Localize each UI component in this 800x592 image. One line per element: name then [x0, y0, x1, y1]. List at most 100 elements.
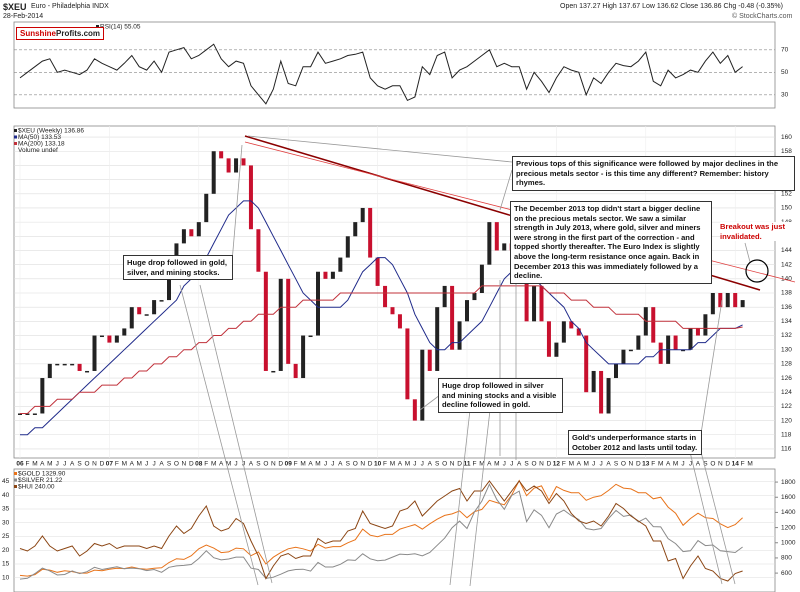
- candle: [196, 222, 201, 237]
- x-tick-label: 10: [374, 461, 382, 468]
- y2-tick-label: 1400: [781, 509, 796, 516]
- y-tick-label: 25: [2, 533, 10, 540]
- candle: [271, 370, 276, 373]
- copyright: © StockCharts.com: [732, 13, 793, 20]
- y-tick-label: 35: [2, 506, 10, 513]
- x-tick-label: N: [629, 461, 634, 468]
- y-tick-label: 142: [781, 261, 792, 268]
- candle: [405, 328, 410, 400]
- candle: [636, 335, 641, 350]
- highlight-circle: [745, 259, 769, 283]
- x-tick-label: A: [398, 461, 403, 468]
- x-tick-label: F: [651, 461, 655, 468]
- legend-entry: $HUI 240.00: [18, 484, 55, 491]
- x-tick-label: F: [562, 461, 566, 468]
- candle: [114, 335, 119, 343]
- candle: [628, 349, 633, 352]
- candle: [286, 278, 291, 364]
- x-tick-label: F: [115, 461, 119, 468]
- x-tick-label: 14: [732, 461, 740, 468]
- x-tick-label: O: [532, 461, 537, 468]
- x-tick-label: A: [577, 461, 582, 468]
- candle: [25, 413, 30, 415]
- candle: [502, 243, 507, 251]
- x-tick-label: J: [503, 461, 506, 468]
- legend-swatch: [14, 129, 17, 132]
- x-tick-label: N: [92, 461, 97, 468]
- legend-entry: MA(200) 133.18: [18, 141, 65, 148]
- candle: [99, 335, 104, 338]
- x-tick-label: J: [324, 461, 327, 468]
- x-tick-label: O: [174, 461, 179, 468]
- candle: [323, 271, 328, 279]
- instrument-name: Euro - Philadelphia INDX: [31, 3, 109, 10]
- candle: [189, 229, 194, 237]
- series-line: [20, 200, 743, 436]
- y-tick-label: 124: [781, 389, 792, 396]
- y-tick-label: 118: [781, 431, 792, 438]
- candle: [718, 293, 723, 308]
- legend-swatch: [14, 135, 17, 139]
- x-tick-label: N: [360, 461, 365, 468]
- logo-part: Profits.com: [56, 29, 101, 38]
- candle: [479, 264, 484, 293]
- x-tick-label: M: [658, 461, 663, 468]
- x-tick-label: M: [583, 461, 588, 468]
- candle: [32, 413, 37, 415]
- y-tick-label: 20: [2, 547, 10, 554]
- legend-swatch: [14, 478, 17, 482]
- candle: [129, 307, 134, 329]
- annotation: Breakout was just invalidated.: [720, 222, 796, 242]
- candle: [360, 207, 365, 223]
- x-tick-label: A: [606, 461, 611, 468]
- series-line: [20, 285, 743, 414]
- candle: [651, 307, 656, 343]
- annotation: Huge drop followed in gold, silver, and …: [123, 255, 233, 281]
- candle: [442, 285, 447, 308]
- x-tick-label: O: [353, 461, 358, 468]
- y-tick-label: 120: [781, 417, 792, 424]
- candle: [345, 236, 350, 258]
- candle: [703, 314, 708, 336]
- x-tick-label: J: [234, 461, 237, 468]
- y-tick-label: 150: [781, 205, 792, 212]
- candle: [435, 307, 440, 371]
- candle: [159, 300, 164, 302]
- x-tick-label: F: [204, 461, 208, 468]
- y2-tick-label: 1200: [781, 524, 796, 531]
- x-tick-label: N: [182, 461, 187, 468]
- y-tick-label: 45: [2, 478, 10, 485]
- x-tick-label: A: [130, 461, 135, 468]
- x-tick-label: F: [472, 461, 476, 468]
- x-tick-label: M: [390, 461, 395, 468]
- candle: [740, 300, 745, 308]
- x-tick-label: J: [56, 461, 59, 468]
- x-tick-label: M: [32, 461, 37, 468]
- x-tick-label: 07: [106, 461, 114, 468]
- x-tick-label: F: [383, 461, 387, 468]
- x-tick-label: N: [539, 461, 544, 468]
- y-tick-label: 132: [781, 332, 792, 339]
- candle: [688, 328, 693, 350]
- symbol: $XEU: [3, 2, 27, 12]
- x-tick-label: M: [315, 461, 320, 468]
- candle: [47, 363, 52, 379]
- panel: 30 50 70 RSI(14) 55.05: [13, 21, 789, 109]
- candle: [278, 278, 283, 371]
- candle: [55, 363, 60, 366]
- x-tick-label: J: [63, 461, 66, 468]
- x-tick-label: 12: [553, 461, 561, 468]
- candle: [733, 293, 738, 308]
- panel-frame: [13, 21, 776, 109]
- x-tick-label: A: [428, 461, 433, 468]
- x-tick-label: S: [524, 461, 529, 468]
- x-tick-label: M: [226, 461, 231, 468]
- x-tick-label: S: [256, 461, 261, 468]
- candle: [293, 363, 298, 379]
- y-tick-label: 116: [781, 446, 792, 453]
- candle: [263, 271, 268, 371]
- x-tick-label: J: [599, 461, 602, 468]
- candle: [211, 151, 216, 194]
